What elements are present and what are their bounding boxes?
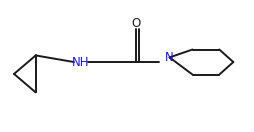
Text: NH: NH bbox=[71, 56, 89, 69]
Text: O: O bbox=[131, 17, 140, 30]
Text: N: N bbox=[165, 51, 173, 64]
